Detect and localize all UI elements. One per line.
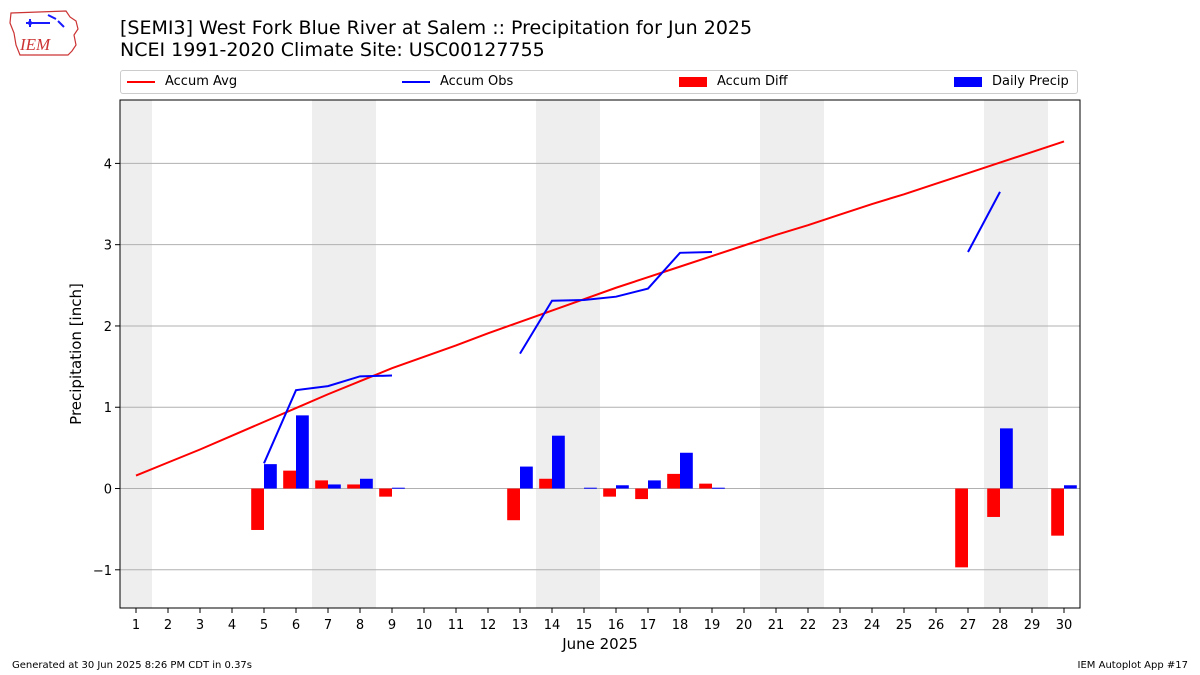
legend-label: Accum Diff (717, 74, 788, 89)
x-tick-label: 12 (480, 618, 497, 633)
daily-precip-bar (1000, 428, 1013, 489)
x-tick-label: 7 (324, 618, 332, 633)
iem-logo: IEM (9, 10, 79, 56)
x-tick-label: 25 (896, 618, 913, 633)
x-tick-label: 19 (704, 618, 721, 633)
y-tick-label: 3 (104, 239, 112, 254)
x-tick-label: 18 (672, 618, 689, 633)
x-tick-label: 11 (448, 618, 465, 633)
legend-item-daily-precip: Daily Precip (954, 74, 1069, 90)
daily-precip-bar (392, 487, 405, 489)
x-tick-label: 10 (416, 618, 433, 633)
daily-precip-bar (584, 487, 597, 489)
x-tick-label: 28 (992, 618, 1009, 633)
accum-avg-line (135, 140, 1065, 477)
x-tick-label: 3 (196, 618, 204, 633)
daily-precip-bar (712, 487, 725, 489)
x-tick-label: 5 (260, 618, 268, 633)
daily-precip-bar (552, 435, 565, 489)
legend-swatch (679, 76, 707, 87)
daily-precip-bar (520, 466, 533, 489)
accum-diff-bar (283, 470, 296, 489)
accum-obs-line (967, 191, 1001, 253)
legend-label: Accum Avg (165, 74, 238, 89)
x-tick-label: 27 (960, 618, 977, 633)
x-tick-label: 30 (1056, 618, 1073, 633)
accum-diff-bar (1051, 488, 1064, 536)
weekend-shade (760, 100, 824, 608)
x-tick-label: 14 (544, 618, 561, 633)
weekend-shade (312, 100, 376, 608)
y-tick-label: 4 (104, 157, 112, 172)
legend-item-accum-diff: Accum Diff (679, 74, 788, 90)
accum-diff-bar (635, 488, 648, 500)
weekend-shade (536, 100, 600, 608)
legend-item-accum-obs: Accum Obs (402, 74, 513, 90)
x-tick-label: 8 (356, 618, 364, 633)
chart-title: [SEMI3] West Fork Blue River at Salem ::… (120, 17, 752, 61)
x-tick-label: 13 (512, 618, 529, 633)
legend-swatch (954, 76, 982, 87)
daily-precip-bar (360, 478, 373, 489)
x-tick-label: 4 (228, 618, 236, 633)
x-tick-label: 6 (292, 618, 300, 633)
x-tick-label: 9 (388, 618, 396, 633)
x-tick-label: 15 (576, 618, 593, 633)
x-tick-label: 22 (800, 618, 817, 633)
x-tick-label: 23 (832, 618, 849, 633)
x-tick-label: 26 (928, 618, 945, 633)
chart-legend: Accum Avg Accum Obs Accum Diff Daily Pre… (120, 70, 1078, 94)
accum-obs-line (519, 250, 713, 355)
title-line-2: NCEI 1991-2020 Climate Site: USC00127755 (120, 39, 545, 61)
accum-diff-bar (987, 488, 1000, 517)
legend-label: Accum Obs (440, 74, 514, 89)
accum-obs-line (263, 374, 393, 464)
daily-precip-bar (616, 485, 629, 489)
title-line-1: [SEMI3] West Fork Blue River at Salem ::… (120, 17, 753, 39)
generated-timestamp: Generated at 30 Jun 2025 8:26 PM CDT in … (12, 660, 253, 671)
x-tick-label: 16 (608, 618, 625, 633)
x-tick-label: 21 (768, 618, 785, 633)
accum-diff-bar (379, 488, 392, 497)
x-tick-label: 20 (736, 618, 753, 633)
daily-precip-bar (264, 464, 277, 489)
daily-precip-bar (648, 480, 661, 489)
daily-precip-bar (328, 484, 341, 489)
accum-diff-bar (539, 478, 552, 489)
app-label: IEM Autoplot App #17 (1077, 660, 1188, 671)
legend-swatch (402, 80, 430, 83)
accum-diff-bar (699, 483, 712, 489)
legend-swatch (127, 80, 155, 83)
accum-diff-bar (251, 488, 264, 530)
y-tick-label: −1 (93, 564, 112, 579)
y-tick-label: 0 (104, 483, 112, 498)
x-tick-label: 2 (164, 618, 172, 633)
weekend-shade (120, 100, 152, 608)
y-tick-label: 1 (104, 401, 112, 416)
daily-precip-bar (1064, 485, 1077, 489)
accum-diff-bar (667, 473, 680, 489)
plot-frame (119, 99, 1081, 609)
y-tick-label: 2 (104, 320, 112, 335)
x-tick-label: 17 (640, 618, 657, 633)
accum-diff-bar (507, 488, 520, 521)
daily-precip-bar (296, 415, 309, 489)
x-tick-label: 24 (864, 618, 881, 633)
y-axis-label: Precipitation [inch] (67, 283, 85, 425)
x-tick-label: 1 (132, 618, 140, 633)
x-tick-label: 29 (1024, 618, 1041, 633)
accum-diff-bar (955, 488, 968, 568)
daily-precip-bar (680, 452, 693, 489)
weekend-shade (984, 100, 1048, 608)
accum-diff-bar (315, 480, 328, 489)
accum-diff-bar (603, 488, 616, 497)
legend-item-accum-avg: Accum Avg (127, 74, 237, 90)
accum-diff-bar (347, 484, 360, 489)
legend-label: Daily Precip (992, 74, 1069, 89)
logo-text: IEM (19, 35, 51, 54)
x-axis-label: June 2025 (561, 635, 638, 653)
